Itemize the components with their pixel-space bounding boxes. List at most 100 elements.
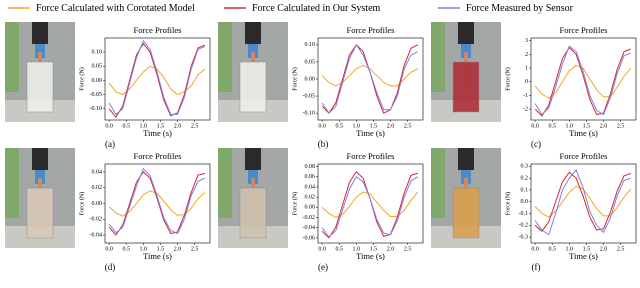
series-line: [108, 167, 206, 235]
robot-arm: [458, 148, 474, 170]
plot-frame: [530, 163, 637, 244]
y-axis-label: Force (N): [291, 67, 298, 91]
x-tick-label: 0.5: [548, 123, 556, 129]
y-tick-label: 0.08: [305, 164, 316, 170]
y-tick-label: -0.10: [303, 111, 316, 117]
x-tick-label: 0.0: [531, 123, 539, 129]
panel-caption: (a): [105, 139, 115, 149]
x-tick-label: 2.0: [600, 123, 608, 129]
panel-caption: (e): [318, 262, 328, 272]
x-tick-label: 1.0: [140, 123, 148, 129]
series-line: [108, 65, 206, 96]
chart-title: Force Profiles: [134, 151, 182, 161]
chart-title: Force Profiles: [560, 25, 608, 35]
y-tick-label: -0.10: [90, 106, 103, 112]
photo-green-screen: [431, 22, 445, 92]
y-tick-label: -0.04: [303, 225, 316, 231]
x-tick-label: 1.0: [353, 123, 361, 129]
y-axis-label: Force (N): [504, 67, 511, 91]
y-tick-label: -0.06: [303, 235, 316, 241]
panel-caption: (d): [105, 262, 116, 272]
y-axis-label: Force (N): [504, 192, 511, 216]
x-tick-label: 1.5: [370, 246, 378, 252]
series-line: [534, 185, 632, 218]
x-tick-label: 1.0: [566, 123, 574, 129]
x-tick-label: 1.0: [140, 246, 148, 252]
x-tick-label: 2.0: [174, 123, 182, 129]
x-tick-label: 0.5: [548, 246, 556, 252]
series-line: [108, 190, 206, 217]
y-tick-label: 0.05: [92, 64, 103, 70]
y-tick-label: 0.0: [521, 199, 529, 205]
chart-title: Force Profiles: [134, 25, 182, 35]
y-tick-label: 0.02: [92, 185, 103, 191]
x-tick-label: 2.5: [617, 246, 625, 252]
x-tick-label: 0.0: [318, 123, 326, 129]
robot-arm: [32, 148, 48, 170]
robot-arm: [245, 148, 261, 170]
chart-title: Force Profiles: [560, 151, 608, 161]
robot-arm: [458, 22, 474, 44]
y-tick-label: -0.3: [519, 234, 529, 240]
y-axis-label: Force (N): [291, 192, 298, 216]
x-axis-label: Time (s): [569, 128, 598, 138]
y-tick-label: 0.06: [305, 174, 316, 180]
series-line: [534, 46, 632, 117]
series-line: [108, 42, 206, 119]
y-tick-label: 1: [525, 65, 528, 71]
x-tick-label: 0.5: [335, 123, 343, 129]
series-line: [108, 39, 206, 116]
y-tick-label: 0.05: [305, 59, 316, 65]
y-tick-label: 0: [525, 79, 528, 85]
photo-green-screen: [5, 148, 19, 218]
y-tick-label: -0.05: [90, 92, 103, 98]
container: [26, 61, 54, 113]
y-tick-label: -0.02: [90, 217, 103, 223]
robot-fingers: [461, 44, 471, 58]
x-tick-label: 2.5: [404, 246, 412, 252]
y-tick-label: 0.00: [305, 76, 316, 82]
y-tick-label: 0.00: [92, 78, 103, 84]
container: [239, 187, 267, 239]
series-line: [321, 191, 419, 219]
y-tick-label: 2: [525, 52, 528, 58]
x-tick-label: 2.5: [617, 123, 625, 129]
y-tick-label: -1: [523, 93, 528, 99]
series-line: [321, 175, 419, 238]
x-tick-label: 0.0: [531, 246, 539, 252]
robot-arm: [32, 22, 48, 44]
y-tick-label: 0.04: [305, 184, 316, 190]
robot-fingers: [248, 44, 258, 58]
plot-frame: [530, 37, 637, 121]
x-tick-label: 1.5: [583, 123, 591, 129]
y-tick-label: 0.04: [92, 169, 103, 175]
x-tick-label: 2.0: [174, 246, 182, 252]
legend-label: Force Measured by Sensor: [466, 3, 574, 14]
panel-caption: (c): [531, 139, 541, 149]
container: [26, 187, 54, 239]
series-line: [534, 45, 632, 116]
photo-green-screen: [431, 148, 445, 218]
photo-green-screen: [218, 22, 232, 92]
y-tick-label: 0.3: [521, 164, 529, 170]
x-axis-label: Time (s): [143, 251, 172, 261]
x-tick-label: 0.5: [335, 246, 343, 252]
y-tick-label: 0.00: [92, 201, 103, 207]
panel-caption: (b): [318, 139, 329, 149]
x-axis-label: Time (s): [356, 128, 385, 138]
y-tick-label: 0.1: [521, 187, 529, 193]
y-axis-label: Force (N): [78, 67, 85, 91]
photo-green-screen: [5, 22, 19, 92]
y-tick-label: 0.00: [305, 205, 316, 211]
x-tick-label: 0.5: [122, 123, 130, 129]
y-tick-label: 0.2: [521, 176, 529, 182]
x-tick-label: 2.0: [387, 246, 395, 252]
x-tick-label: 1.5: [157, 123, 165, 129]
x-tick-label: 2.5: [191, 123, 199, 129]
container: [452, 61, 480, 113]
container: [452, 187, 480, 239]
y-tick-label: 0.10: [92, 50, 103, 56]
series-line: [534, 171, 632, 232]
